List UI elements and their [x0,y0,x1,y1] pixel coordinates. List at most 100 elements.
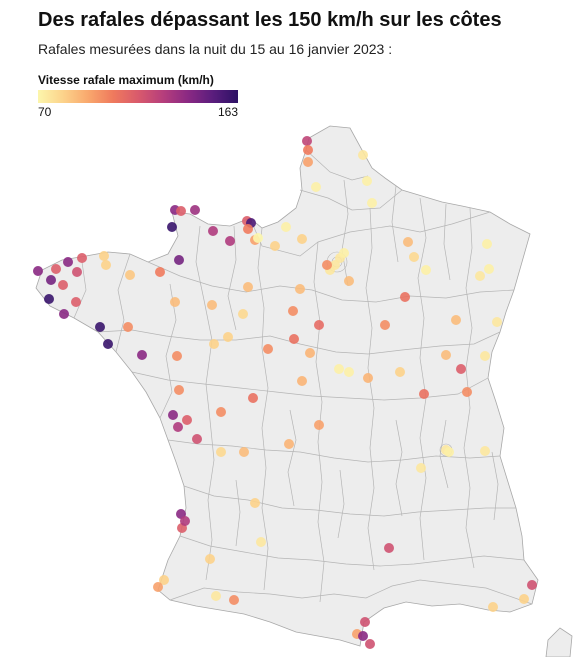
station-marker[interactable] [384,543,394,553]
station-marker[interactable] [207,300,217,310]
station-marker[interactable] [484,264,494,274]
station-marker[interactable] [302,136,312,146]
station-marker[interactable] [297,376,307,386]
station-marker[interactable] [409,252,419,262]
station-marker[interactable] [153,582,163,592]
station-marker[interactable] [173,422,183,432]
station-marker[interactable] [101,260,111,270]
station-marker[interactable] [174,385,184,395]
station-marker[interactable] [527,580,537,590]
station-marker[interactable] [167,222,177,232]
station-marker[interactable] [380,320,390,330]
station-marker[interactable] [480,446,490,456]
station-marker[interactable] [46,275,56,285]
station-marker[interactable] [137,350,147,360]
station-marker[interactable] [72,267,82,277]
station-marker[interactable] [344,276,354,286]
station-marker[interactable] [243,224,253,234]
station-marker[interactable] [456,364,466,374]
station-marker[interactable] [303,145,313,155]
station-marker[interactable] [155,267,165,277]
station-marker[interactable] [248,393,258,403]
station-marker[interactable] [444,447,454,457]
station-marker[interactable] [311,182,321,192]
station-marker[interactable] [172,351,182,361]
station-marker[interactable] [519,594,529,604]
station-marker[interactable] [99,251,109,261]
station-marker[interactable] [59,309,69,319]
station-marker[interactable] [180,516,190,526]
station-marker[interactable] [123,322,133,332]
station-marker[interactable] [360,617,370,627]
station-marker[interactable] [253,233,263,243]
station-marker[interactable] [225,236,235,246]
station-marker[interactable] [170,297,180,307]
station-marker[interactable] [314,320,324,330]
station-marker[interactable] [281,222,291,232]
station-marker[interactable] [363,373,373,383]
station-marker[interactable] [176,206,186,216]
station-marker[interactable] [44,294,54,304]
station-marker[interactable] [192,434,202,444]
station-marker[interactable] [358,150,368,160]
station-marker[interactable] [270,241,280,251]
station-marker[interactable] [190,205,200,215]
station-marker[interactable] [71,297,81,307]
station-marker[interactable] [362,176,372,186]
station-marker[interactable] [303,157,313,167]
station-marker[interactable] [159,575,169,585]
station-marker[interactable] [334,364,344,374]
station-marker[interactable] [174,255,184,265]
station-marker[interactable] [263,344,273,354]
station-marker[interactable] [77,253,87,263]
station-marker[interactable] [403,237,413,247]
station-marker[interactable] [239,447,249,457]
station-marker[interactable] [205,554,215,564]
station-marker[interactable] [208,226,218,236]
station-marker[interactable] [367,198,377,208]
station-marker[interactable] [223,332,233,342]
station-marker[interactable] [488,602,498,612]
station-marker[interactable] [330,260,340,270]
station-marker[interactable] [211,591,221,601]
station-marker[interactable] [365,639,375,649]
station-marker[interactable] [322,260,332,270]
station-marker[interactable] [58,280,68,290]
station-marker[interactable] [216,407,226,417]
station-marker[interactable] [33,266,43,276]
station-marker[interactable] [492,317,502,327]
station-marker[interactable] [297,234,307,244]
station-marker[interactable] [358,631,368,641]
station-marker[interactable] [250,498,260,508]
station-marker[interactable] [344,367,354,377]
station-marker[interactable] [238,309,248,319]
station-marker[interactable] [168,410,178,420]
station-marker[interactable] [339,248,349,258]
station-marker[interactable] [51,264,61,274]
station-marker[interactable] [288,306,298,316]
station-marker[interactable] [395,367,405,377]
station-marker[interactable] [256,537,266,547]
station-marker[interactable] [419,389,429,399]
station-marker[interactable] [314,420,324,430]
station-marker[interactable] [209,339,219,349]
station-marker[interactable] [480,351,490,361]
station-marker[interactable] [229,595,239,605]
station-marker[interactable] [462,387,472,397]
station-marker[interactable] [243,282,253,292]
station-marker[interactable] [284,439,294,449]
station-marker[interactable] [421,265,431,275]
station-marker[interactable] [451,315,461,325]
station-marker[interactable] [482,239,492,249]
station-marker[interactable] [182,415,192,425]
station-marker[interactable] [103,339,113,349]
station-marker[interactable] [305,348,315,358]
station-marker[interactable] [441,350,451,360]
station-marker[interactable] [216,447,226,457]
station-marker[interactable] [125,270,135,280]
station-marker[interactable] [295,284,305,294]
station-marker[interactable] [475,271,485,281]
station-marker[interactable] [400,292,410,302]
station-marker[interactable] [416,463,426,473]
station-marker[interactable] [95,322,105,332]
